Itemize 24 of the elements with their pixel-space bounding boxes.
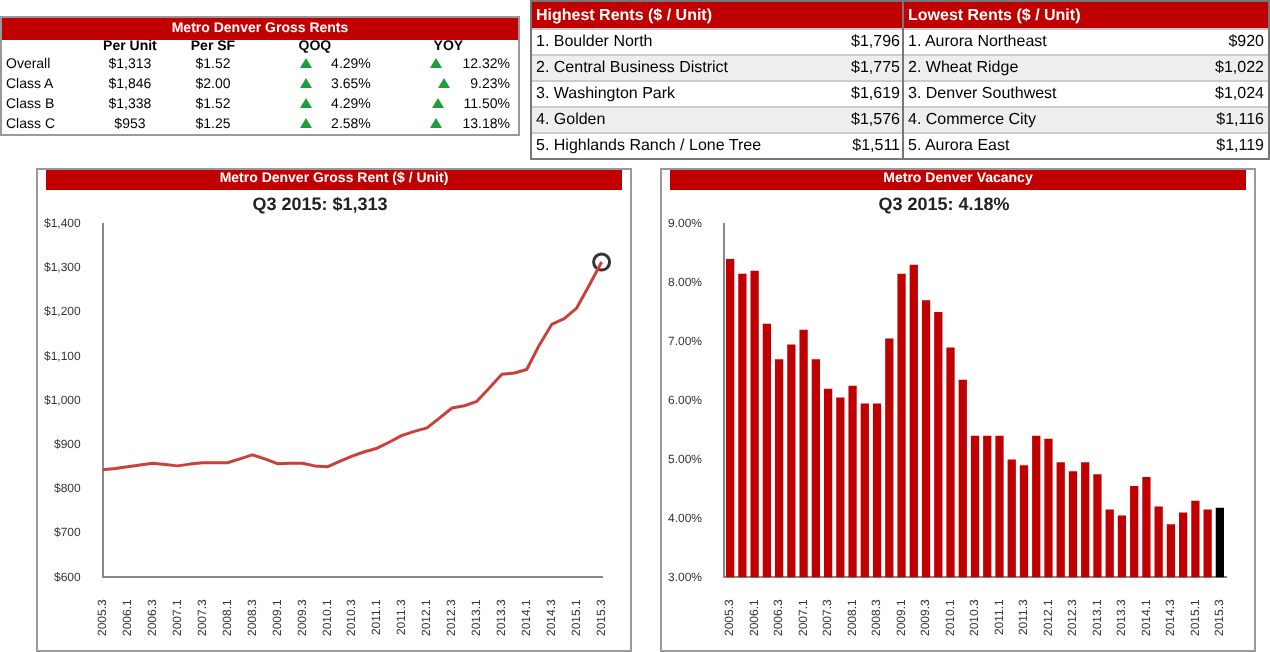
category-label: 3. Denver Southwest: [908, 82, 1057, 106]
text: Lowest Rents ($ / Unit): [904, 2, 1268, 28]
data-label: $1,775: [851, 56, 900, 80]
data-label: $1,796: [851, 30, 900, 54]
chart-subtitle: Q3 2015: 4.18%: [878, 193, 1010, 214]
category-label: 4. Commerce City: [908, 108, 1037, 132]
text: Highest Rents ($ / Unit): [532, 2, 904, 28]
data-label: $1,116: [1216, 108, 1264, 132]
category-label: 3. Washington Park: [536, 82, 676, 106]
category-label: 4. Golden: [536, 108, 606, 132]
category-label: 2. Central Business District: [536, 56, 729, 80]
data-label: $1,576: [851, 108, 900, 132]
data-label: $920: [1228, 30, 1264, 54]
data-label: $1,619: [851, 82, 900, 106]
data-label: $1,119: [1216, 134, 1264, 158]
data-label: $1,022: [1215, 56, 1264, 80]
category-label: 1. Boulder North: [536, 30, 653, 54]
data-label: $1,511: [852, 134, 900, 158]
chart-subtitle: Q3 2015: $1,313: [252, 193, 388, 214]
category-label: 2. Wheat Ridge: [908, 56, 1019, 80]
category-label: 5. Highlands Ranch / Lone Tree: [536, 134, 762, 158]
data-label: $1,024: [1215, 82, 1264, 106]
category-label: 1. Aurora Northeast: [908, 30, 1047, 54]
category-label: 5. Aurora East: [908, 134, 1010, 158]
